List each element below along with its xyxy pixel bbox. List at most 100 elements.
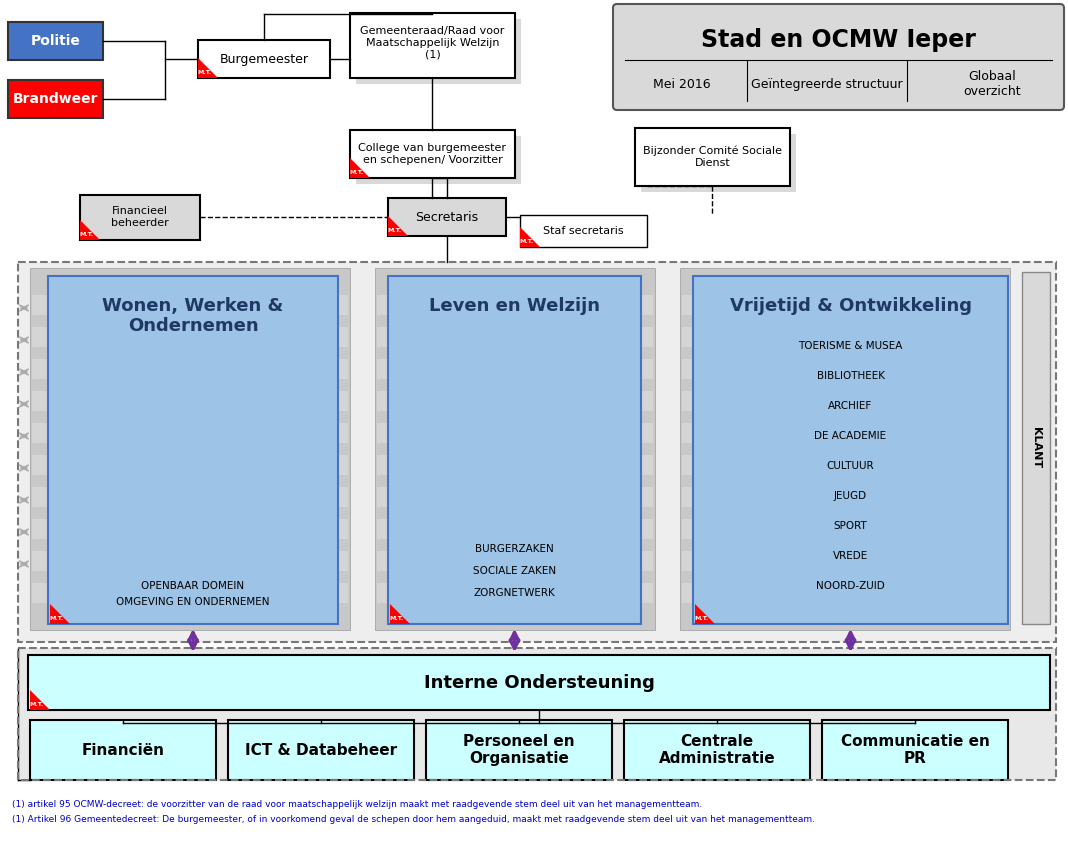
Text: Secretaris: Secretaris [415,211,478,224]
Bar [635,128,790,186]
Text: M.T.: M.T. [198,70,211,75]
Bar [227,720,414,780]
Bar [80,195,200,240]
Bar [18,262,1056,642]
Text: M.T.: M.T. [389,616,404,621]
Bar [32,295,348,315]
Bar [18,648,1056,780]
Bar [680,268,1010,630]
Text: Wonen, Werken &
Ondernemen: Wonen, Werken & Ondernemen [103,296,284,335]
Bar [350,13,515,78]
Polygon shape [350,158,370,178]
Bar [377,455,653,475]
Text: Stad en OCMW Ieper: Stad en OCMW Ieper [701,28,976,52]
Bar [426,720,612,780]
Text: Financieel
beheerder: Financieel beheerder [111,206,169,228]
Text: M.T.: M.T. [79,232,94,237]
Polygon shape [695,604,714,624]
Bar [7,80,103,118]
Bar [375,268,655,630]
Bar [624,720,810,780]
Text: Bijzonder Comité Sociale
Dienst: Bijzonder Comité Sociale Dienst [643,146,782,168]
Text: BURGERZAKEN: BURGERZAKEN [475,544,554,554]
Bar [377,359,653,379]
Polygon shape [30,690,50,710]
Bar [682,391,1008,411]
Bar [682,295,1008,315]
Bar [520,215,647,247]
Bar [28,655,1050,710]
Bar [356,136,521,184]
Text: Centrale
Administratie: Centrale Administratie [659,734,775,767]
Text: Politie: Politie [31,34,80,48]
Bar [377,583,653,603]
Bar [377,423,653,443]
Text: ARCHIEF: ARCHIEF [829,401,873,411]
Text: SOCIALE ZAKEN: SOCIALE ZAKEN [473,566,556,576]
Bar [198,40,330,78]
Text: Staf secretaris: Staf secretaris [544,226,624,236]
Text: Vrijetijd & Ontwikkeling: Vrijetijd & Ontwikkeling [729,297,972,315]
FancyBboxPatch shape [613,4,1064,110]
Text: M.T.: M.T. [29,702,44,707]
Bar [682,487,1008,507]
Polygon shape [388,216,408,236]
Bar [682,583,1008,603]
Bar [682,551,1008,571]
Bar [388,276,641,624]
Bar [350,130,515,178]
Bar [641,134,796,192]
Text: M.T.: M.T. [49,616,63,621]
Bar [32,391,348,411]
Bar [377,295,653,315]
Bar [18,262,1056,642]
Text: (1) Artikel 96 Gemeentedecreet: De burgemeester, of in voorkomend geval de schep: (1) Artikel 96 Gemeentedecreet: De burge… [12,815,815,824]
Bar [377,519,653,539]
Bar [377,551,653,571]
Bar [18,648,1056,780]
Bar [682,359,1008,379]
Bar [7,22,103,60]
Polygon shape [80,220,100,240]
Text: Burgemeester: Burgemeester [220,53,309,65]
Text: Financiën: Financiën [81,743,164,757]
Polygon shape [520,227,540,247]
Bar [377,391,653,411]
Bar [32,551,348,571]
Bar [693,276,1008,624]
Text: NOORD-ZUID: NOORD-ZUID [816,581,885,591]
Polygon shape [390,604,410,624]
Bar [822,720,1008,780]
Text: M.T.: M.T. [388,228,402,233]
Text: DE ACADEMIE: DE ACADEMIE [815,431,886,441]
Text: Geïntegreerde structuur: Geïntegreerde structuur [751,77,902,91]
Text: Personeel en
Organisatie: Personeel en Organisatie [464,734,575,767]
Text: Globaal
overzicht: Globaal overzicht [963,70,1021,98]
Bar [32,327,348,347]
Text: (1) artikel 95 OCMW-decreet: de voorzitter van de raad voor maatschappelijk welz: (1) artikel 95 OCMW-decreet: de voorzitt… [12,800,703,809]
Bar [682,327,1008,347]
Text: M.T.: M.T. [694,616,708,621]
Text: Communicatie en
PR: Communicatie en PR [841,734,989,767]
Text: TOERISME & MUSEA: TOERISME & MUSEA [798,341,902,351]
Text: JEUGD: JEUGD [834,491,867,501]
Text: OPENBAAR DOMEIN: OPENBAAR DOMEIN [141,581,245,591]
Bar [682,519,1008,539]
Text: Leven en Welzijn: Leven en Welzijn [429,297,600,315]
Polygon shape [50,604,70,624]
Bar [32,455,348,475]
Text: ICT & Databeheer: ICT & Databeheer [245,743,397,757]
Text: CULTUUR: CULTUUR [827,461,875,471]
Text: KLANT: KLANT [1031,428,1041,468]
Text: College van burgemeester
en schepenen/ Voorzitter: College van burgemeester en schepenen/ V… [359,143,506,165]
Polygon shape [198,58,218,78]
Bar [1022,272,1050,624]
Text: OMGEVING EN ONDERNEMEN: OMGEVING EN ONDERNEMEN [116,597,270,607]
Text: Gemeenteraad/Raad voor
Maatschappelijk Welzijn
(1): Gemeenteraad/Raad voor Maatschappelijk W… [360,26,505,59]
Bar [682,455,1008,475]
Bar [377,327,653,347]
Bar [682,423,1008,443]
Bar [388,198,506,236]
Text: ZORGNETWERK: ZORGNETWERK [473,588,555,598]
Bar [48,276,337,624]
